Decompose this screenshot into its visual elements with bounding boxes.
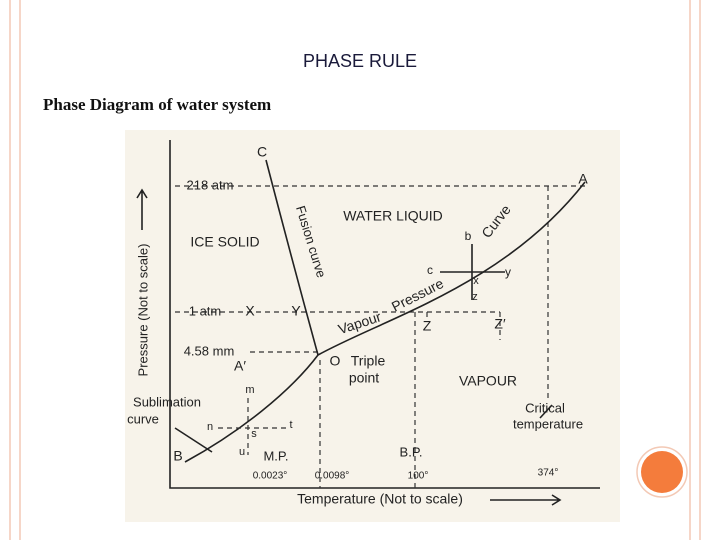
diagram-label: M.P. xyxy=(263,448,288,463)
sublimation-curve xyxy=(184,354,319,463)
diagram-label: VAPOUR xyxy=(459,373,517,389)
diagram-label: curve xyxy=(127,411,159,426)
diagram-label: z xyxy=(472,291,478,303)
diagram-label: n xyxy=(207,421,213,433)
pointer-line xyxy=(539,404,553,419)
diagram-label: b xyxy=(465,229,472,243)
dashed-line xyxy=(319,186,549,488)
diagram-label: 100° xyxy=(408,471,429,482)
diagram-label: m xyxy=(245,384,254,396)
diagram-label: Sublimation xyxy=(133,394,201,409)
diagram-label: point xyxy=(349,370,379,386)
diagram-label: B xyxy=(173,448,182,464)
diagram-label: c xyxy=(427,263,433,277)
diagram-label: C xyxy=(257,144,267,160)
diagram-label: 1 atm xyxy=(189,303,222,318)
diagram-label: B.P. xyxy=(400,444,423,459)
y-axis-arrow xyxy=(136,188,148,230)
diagram-label: y xyxy=(505,265,511,279)
diagram-label: O xyxy=(330,353,341,369)
diagram-label: 0.0023° xyxy=(253,471,288,482)
diagram-label: ICE SOLID xyxy=(190,234,259,250)
path-lines xyxy=(440,244,505,300)
diagram-label: WATER LIQUID xyxy=(343,208,443,224)
fusion-curve xyxy=(265,159,319,356)
slide-title: PHASE RULE xyxy=(303,51,417,71)
diagram-background xyxy=(125,130,620,522)
diagram-label: A′ xyxy=(234,358,246,374)
axes xyxy=(169,140,600,489)
diagram-label: 0.0098° xyxy=(315,471,350,482)
vapour-pressure-curve xyxy=(317,181,586,356)
diagram-label: s xyxy=(251,428,257,440)
diagram-label: u xyxy=(239,446,245,458)
diagram-label: Pressure (Not to scale) xyxy=(135,244,150,377)
diagram-label: Temperature (Not to scale) xyxy=(297,491,463,507)
diagram-label: Triple xyxy=(351,353,386,369)
diagram-label: Critical xyxy=(525,400,565,415)
diagram-label: X xyxy=(245,303,255,319)
diagram-label: A xyxy=(578,171,588,187)
pointer-line xyxy=(174,427,213,453)
diagram-label: Z′ xyxy=(494,316,506,332)
diagram-label: t xyxy=(289,419,292,431)
path-lines xyxy=(218,398,290,455)
diagram-label: 4.58 mm xyxy=(184,343,235,358)
diagram-label: x xyxy=(473,275,479,287)
slide-subtitle: Phase Diagram of water system xyxy=(43,95,271,114)
diagram-label: Z xyxy=(423,318,432,334)
diagram-label: 218 atm xyxy=(187,177,234,192)
decor-circle xyxy=(641,451,683,493)
diagram-label: 374° xyxy=(538,468,559,479)
x-axis-arrow xyxy=(490,494,562,506)
diagram-label: temperature xyxy=(513,416,583,431)
diagram-label: Y xyxy=(291,303,301,319)
